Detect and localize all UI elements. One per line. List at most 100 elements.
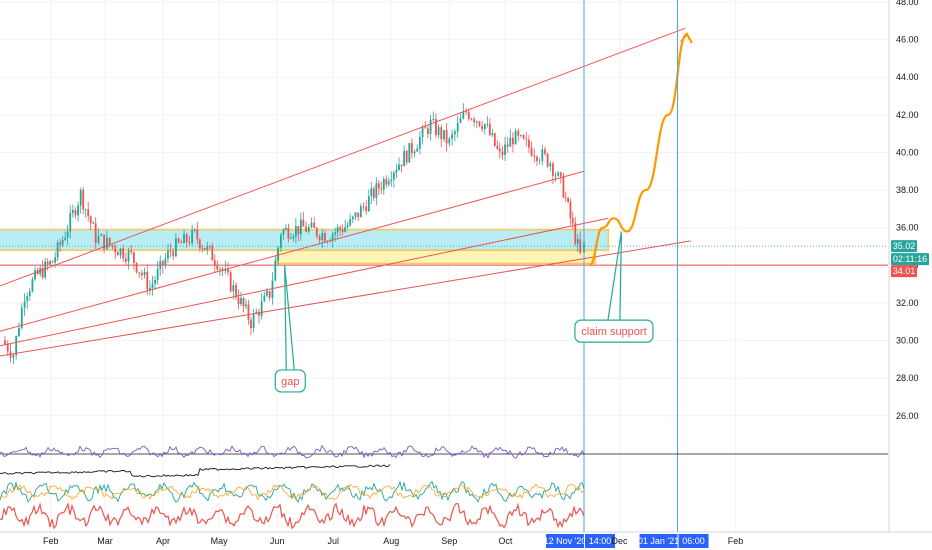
candle-body — [305, 226, 307, 232]
candle-body — [395, 170, 398, 173]
candle-body — [336, 227, 339, 233]
candle-body — [533, 155, 536, 157]
candle-body — [229, 272, 232, 292]
y-tick-label: 26.00 — [896, 411, 919, 421]
candle-body — [514, 130, 517, 145]
trend-line[interactable] — [0, 217, 609, 350]
candle-body — [23, 301, 26, 308]
candle-body — [146, 271, 149, 290]
candle-body — [87, 209, 90, 217]
candle-body — [92, 223, 95, 224]
candle-body — [232, 285, 235, 292]
candlestick-series — [4, 103, 585, 365]
candle-body — [564, 197, 567, 199]
candle-body — [31, 279, 34, 292]
candle-body — [26, 296, 29, 302]
candle-body — [459, 118, 462, 123]
candle-body — [268, 290, 271, 298]
candle-body — [274, 260, 277, 281]
candle-body — [413, 151, 416, 154]
y-tick-label: 32.00 — [896, 298, 919, 308]
candle-body — [313, 222, 316, 228]
candle-body — [250, 319, 252, 329]
trend-line[interactable] — [0, 240, 691, 359]
candle-body — [247, 304, 250, 320]
y-tick-label: 40.00 — [896, 147, 919, 157]
chart-grid — [0, 0, 888, 532]
marker-date-badge — [546, 534, 584, 548]
candle-body — [576, 239, 579, 244]
candle-body — [260, 301, 263, 316]
candle-body — [416, 148, 419, 152]
candle-body — [367, 196, 370, 212]
x-tick-label: Aug — [383, 536, 399, 546]
low-price-badge[interactable] — [891, 265, 917, 278]
candle-body — [227, 268, 229, 273]
candle-body — [64, 237, 67, 240]
annotations[interactable]: gap claim support — [274, 231, 654, 393]
candle-body — [344, 227, 347, 232]
candle-body — [400, 164, 403, 167]
candle-body — [143, 271, 146, 276]
candle-body — [41, 267, 44, 278]
candle-body — [141, 272, 143, 276]
candle-body — [390, 179, 393, 182]
candle-body — [292, 236, 295, 239]
candle-body — [451, 134, 453, 139]
candle-body — [287, 227, 290, 239]
candle-body — [530, 147, 533, 156]
gap-callout-box[interactable] — [274, 369, 306, 393]
x-tick-label: Mar — [97, 536, 113, 546]
candle-body — [481, 125, 484, 130]
candle-body — [351, 216, 354, 220]
candle-body — [557, 172, 560, 176]
candle-body — [252, 313, 255, 329]
marker-time-label: 14:00 — [589, 536, 612, 546]
candle-body — [280, 234, 282, 248]
candle-body — [339, 227, 342, 230]
candle-body — [4, 340, 6, 345]
trend-line[interactable] — [0, 27, 686, 293]
candle-body — [432, 119, 435, 120]
x-tick-label: Feb — [43, 536, 59, 546]
candle-body — [299, 219, 302, 235]
candle-body — [277, 247, 279, 261]
candle-body — [483, 124, 486, 130]
support-callout-box[interactable] — [574, 319, 654, 343]
candle-body — [94, 223, 97, 243]
x-tick-label: Jun — [270, 536, 285, 546]
candle-body — [127, 250, 130, 262]
candle-body — [362, 206, 365, 207]
y-tick-label: 46.00 — [896, 35, 919, 45]
candle-body — [84, 209, 87, 211]
candle-body — [203, 248, 206, 250]
candle-body — [467, 111, 470, 119]
candle-body — [443, 130, 445, 140]
candle-body — [504, 144, 506, 155]
candle-body — [211, 246, 214, 261]
candle-body — [51, 261, 54, 263]
candle-body — [255, 311, 258, 314]
trend-line[interactable] — [0, 170, 585, 337]
candle-body — [318, 236, 321, 241]
candle-body — [574, 223, 577, 244]
candle-body — [119, 248, 122, 256]
projection-curve[interactable] — [588, 32, 688, 267]
candle-body — [302, 219, 305, 227]
candle-body — [462, 111, 465, 119]
candle-body — [185, 234, 188, 243]
trend-lines[interactable] — [0, 27, 691, 359]
projection-arrow-head[interactable] — [680, 31, 693, 44]
current-price-badge[interactable] — [891, 240, 917, 253]
projection-path[interactable] — [588, 31, 693, 267]
time-axis[interactable]: Feb Mar Apr May Jun Jul Aug Sep Oct Dec Feb — [0, 531, 932, 546]
candle-body — [297, 226, 300, 235]
candle-body — [245, 304, 247, 307]
indicator-volume-line — [0, 464, 391, 478]
y-tick-label: 30.00 — [896, 336, 919, 346]
candle-body — [501, 151, 504, 155]
candle-body — [201, 248, 204, 249]
candle-body — [380, 188, 383, 190]
